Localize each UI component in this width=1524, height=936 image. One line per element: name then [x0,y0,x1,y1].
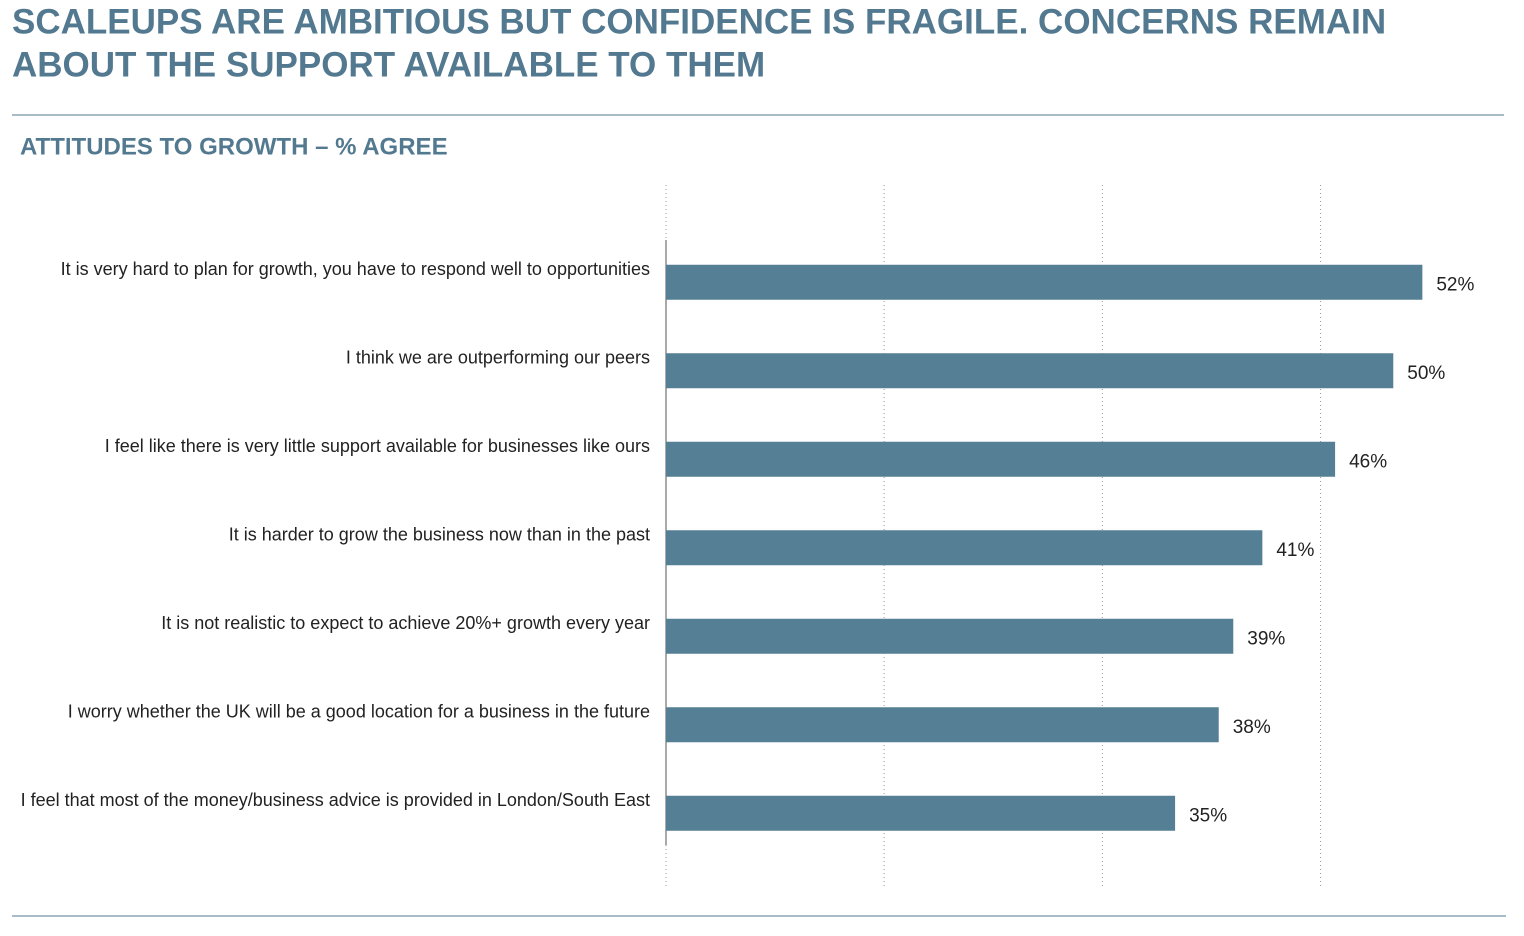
data-label: 52% [1436,274,1474,295]
y-tick-label: I think we are outperforming our peers [346,348,650,368]
bar [666,353,1394,389]
bar [666,707,1219,743]
chart-title: SCALEUPS ARE AMBITIOUS BUT CONFIDENCE IS… [12,2,1386,41]
data-label: 41% [1276,540,1314,561]
y-tick-label: It is not realistic to expect to achieve… [161,613,650,633]
data-label: 46% [1349,451,1387,472]
bar [666,618,1234,654]
bar [666,530,1263,566]
data-label: 50% [1407,363,1445,384]
data-label: 38% [1233,717,1271,738]
y-tick-label: I worry whether the UK will be a good lo… [68,702,650,722]
y-tick-label: It is harder to grow the business now th… [229,525,650,545]
bar [666,795,1176,831]
data-label: 35% [1189,805,1227,826]
y-tick-label: I feel that most of the money/business a… [21,790,650,810]
data-label: 39% [1247,628,1285,649]
y-tick-label: It is very hard to plan for growth, you … [61,259,650,279]
y-tick-label: I feel like there is very little support… [105,436,650,456]
chart-title: ABOUT THE SUPPORT AVAILABLE TO THEM [12,45,765,84]
chart-subtitle: ATTITUDES TO GROWTH – % AGREE [20,133,448,160]
bar [666,264,1423,300]
bar [666,441,1336,477]
